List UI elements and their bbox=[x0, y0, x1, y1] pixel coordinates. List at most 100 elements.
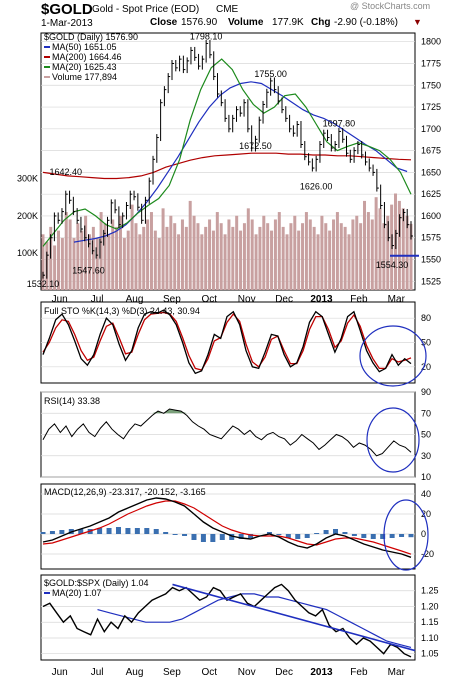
ratio-trendline bbox=[172, 583, 416, 652]
x-axis-label-bottom: Dec bbox=[275, 667, 293, 678]
volume-bar bbox=[235, 215, 239, 290]
rsi-line bbox=[42, 408, 412, 457]
sto-d-line bbox=[42, 311, 412, 371]
rsi-panel-y-tick-label: 30 bbox=[421, 451, 431, 461]
macd-histogram-bar bbox=[219, 534, 225, 540]
volume-tick-label: 300K bbox=[17, 174, 38, 184]
close-value: 1576.90 bbox=[181, 17, 218, 28]
volume-bar bbox=[262, 215, 266, 290]
volume-bar bbox=[196, 223, 200, 290]
x-axis-label-bottom: Jul bbox=[91, 667, 104, 678]
volume-bar bbox=[115, 226, 119, 290]
rsi-panel-y-tick-label: 70 bbox=[421, 408, 431, 418]
x-axis-label-top: Nov bbox=[238, 294, 256, 305]
volume-label: Volume bbox=[228, 17, 264, 28]
x-axis-label-bottom: Mar bbox=[388, 667, 406, 678]
x-axis-label-top: Feb bbox=[350, 294, 368, 305]
volume-bar bbox=[405, 215, 409, 290]
volume-bar bbox=[328, 230, 332, 290]
price-annotation: 1672.50 bbox=[239, 141, 272, 151]
macd-histogram-bar bbox=[238, 534, 244, 539]
macd-histogram-bar bbox=[285, 534, 291, 538]
price-panel-y-tick-label: 1700 bbox=[421, 124, 441, 134]
price-legend-label: MA(50) 1651.05 bbox=[52, 42, 117, 52]
ma200-line bbox=[42, 152, 412, 180]
ratio-panel-y-tick-label: 1.25 bbox=[421, 586, 439, 596]
price-panel-y-tick-label: 1775 bbox=[421, 58, 441, 68]
macd-histogram-bar bbox=[266, 532, 272, 534]
x-axis-label-top: Mar bbox=[388, 294, 406, 305]
price-panel-y-tick-label: 1600 bbox=[421, 211, 441, 221]
macd-histogram-bar bbox=[295, 534, 301, 539]
macd-histogram-bar bbox=[342, 532, 348, 534]
ratio-ma-legend: MA(20) 1.07 bbox=[52, 588, 102, 598]
volume-bar bbox=[332, 219, 336, 290]
sto-panel-y-tick-label: 20 bbox=[421, 362, 431, 372]
macd-panel-y-tick-label: -20 bbox=[421, 549, 434, 559]
volume-bar bbox=[177, 234, 181, 290]
price-legend-label: MA(20) 1625.43 bbox=[52, 62, 117, 72]
volume-bar bbox=[370, 219, 374, 290]
watermark: @ StockCharts.com bbox=[350, 1, 431, 11]
volume-bar bbox=[382, 223, 386, 290]
x-axis-label-top: Aug bbox=[126, 294, 144, 305]
price-annotation: 1697.80 bbox=[323, 119, 356, 129]
macd-title: MACD(12,26,9) -23.317, -20.152, -3.165 bbox=[44, 487, 206, 497]
volume-bar bbox=[386, 215, 390, 290]
ratio-panel-y-tick-label: 1.05 bbox=[421, 649, 439, 659]
price-panel-y-tick-label: 1550 bbox=[421, 255, 441, 265]
ratio-panel-y-tick-label: 1.15 bbox=[421, 617, 439, 627]
x-axis-label-bottom: Sep bbox=[163, 667, 181, 678]
volume-bar bbox=[126, 230, 130, 290]
volume-bar bbox=[293, 215, 297, 290]
volume-bar bbox=[84, 215, 88, 290]
sto-highlight-circle bbox=[359, 325, 427, 387]
instrument-name: Gold - Spot Price (EOD) bbox=[92, 4, 200, 15]
exchange-label: CME bbox=[216, 4, 239, 15]
volume-bar bbox=[231, 226, 235, 290]
volume-bar bbox=[60, 238, 64, 290]
volume-tick-label: 100K bbox=[17, 248, 38, 258]
volume-bar bbox=[378, 208, 382, 290]
volume-bar bbox=[239, 230, 243, 290]
ma20-line bbox=[42, 58, 412, 247]
volume-bar bbox=[215, 212, 219, 290]
volume-bar bbox=[180, 219, 184, 290]
volume-bar bbox=[165, 226, 169, 290]
volume-bar bbox=[339, 223, 343, 290]
price-legend-label: Volume 177,894 bbox=[52, 72, 117, 82]
volume-bar bbox=[211, 230, 215, 290]
macd-histogram-bar bbox=[59, 530, 65, 534]
macd-histogram-bar bbox=[399, 534, 405, 537]
volume-bar bbox=[246, 208, 250, 290]
x-axis-label-top: Oct bbox=[202, 294, 218, 305]
price-panel-y-tick-label: 1525 bbox=[421, 276, 441, 286]
price-annotation: 1755.00 bbox=[254, 69, 287, 79]
macd-histogram-bar bbox=[49, 531, 55, 534]
change-value: -2.90 (-0.18%) bbox=[334, 17, 398, 28]
volume-bar bbox=[169, 215, 173, 290]
volume-bar bbox=[122, 238, 126, 290]
volume-bar bbox=[134, 223, 138, 290]
volume-bar bbox=[161, 208, 165, 290]
price-panel-y-tick-label: 1575 bbox=[421, 233, 441, 243]
volume-bar bbox=[204, 226, 208, 290]
volume-bar bbox=[227, 219, 231, 290]
dropdown-arrow-icon[interactable]: ▼ bbox=[413, 17, 422, 27]
volume-bar bbox=[149, 212, 153, 290]
volume-bar bbox=[308, 219, 312, 290]
macd-histogram-bar bbox=[191, 534, 197, 540]
macd-line bbox=[42, 497, 412, 558]
chart-date: 1-Mar-2013 bbox=[41, 18, 93, 29]
sto-k-line bbox=[42, 309, 412, 375]
x-axis-label-top: 2013 bbox=[310, 294, 333, 305]
price-legend-label: $GOLD (Daily) 1576.90 bbox=[44, 32, 138, 42]
price-annotation: 1554.30 bbox=[376, 260, 409, 270]
volume-bar bbox=[397, 200, 401, 290]
volume-value: 177.9K bbox=[272, 17, 304, 28]
rsi-panel-y-tick-label: 90 bbox=[421, 387, 431, 397]
ratio-title: $GOLD:$SPX (Daily) 1.04 bbox=[44, 578, 149, 588]
volume-bar bbox=[76, 223, 80, 290]
macd-histogram-bar bbox=[40, 532, 46, 534]
volume-bar bbox=[409, 223, 413, 290]
